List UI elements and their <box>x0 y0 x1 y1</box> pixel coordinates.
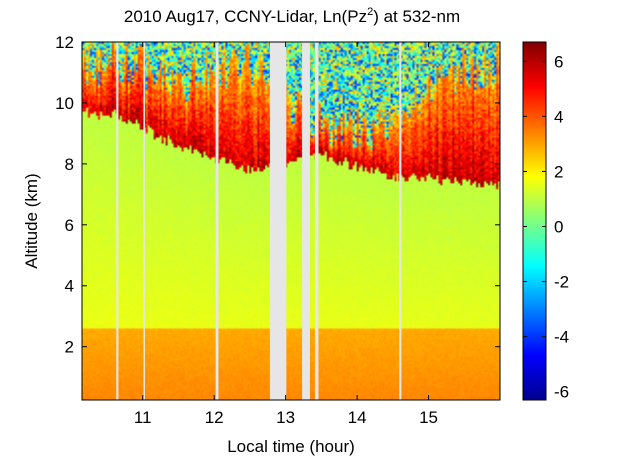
y-tick-label: 10 <box>55 94 74 113</box>
colorbar-frame <box>522 41 547 401</box>
data-gap-band <box>215 42 219 400</box>
y-tick-label: 4 <box>65 277 74 296</box>
data-gap-band <box>116 42 119 400</box>
data-gap-band <box>314 42 319 400</box>
data-gap-band <box>269 42 287 400</box>
data-gap-layer <box>116 42 402 400</box>
chart-title: 2010 Aug17, CCNY-Lidar, Ln(Pz2) at 532-n… <box>124 6 460 26</box>
x-tick-label: 12 <box>205 408 224 427</box>
x-axis-label: Local time (hour) <box>227 437 355 456</box>
plot-frame <box>81 41 501 401</box>
colorbar-tick-label: 0 <box>554 218 563 237</box>
y-tick-label: 2 <box>65 338 74 357</box>
data-gap-band <box>399 42 402 400</box>
data-gap-band <box>143 42 145 400</box>
colorbar-gradient <box>523 42 546 400</box>
colorbar-tick-label: 2 <box>554 162 563 181</box>
y-tick-label: 6 <box>65 216 74 235</box>
y-axis: 2 4 6 8 10 12 <box>55 33 500 357</box>
colorbar-tick-label: -2 <box>554 273 569 292</box>
colorbar-tick-label: 6 <box>554 52 563 71</box>
x-tick-label: 15 <box>419 408 438 427</box>
colorbar-tick-label: 4 <box>554 107 563 126</box>
colorbar-ticks: -6 -4 -2 0 2 4 6 <box>523 52 569 402</box>
y-tick-label: 8 <box>65 155 74 174</box>
x-axis: 11 12 13 14 15 <box>134 42 438 427</box>
colorbar-tick-label: -6 <box>554 383 569 402</box>
y-axis-label: Altitude (km) <box>22 173 41 268</box>
data-gap-band <box>302 42 310 400</box>
colorbar-tick-label: -4 <box>554 328 569 347</box>
colorbar: -6 -4 -2 0 2 4 6 <box>522 41 569 402</box>
x-tick-label: 14 <box>348 408 367 427</box>
lidar-heatmap-image <box>82 42 500 400</box>
heatmap-plot-area <box>81 41 501 401</box>
x-tick-label: 13 <box>276 408 295 427</box>
y-tick-label: 12 <box>55 33 74 52</box>
x-tick-label: 11 <box>134 408 152 427</box>
